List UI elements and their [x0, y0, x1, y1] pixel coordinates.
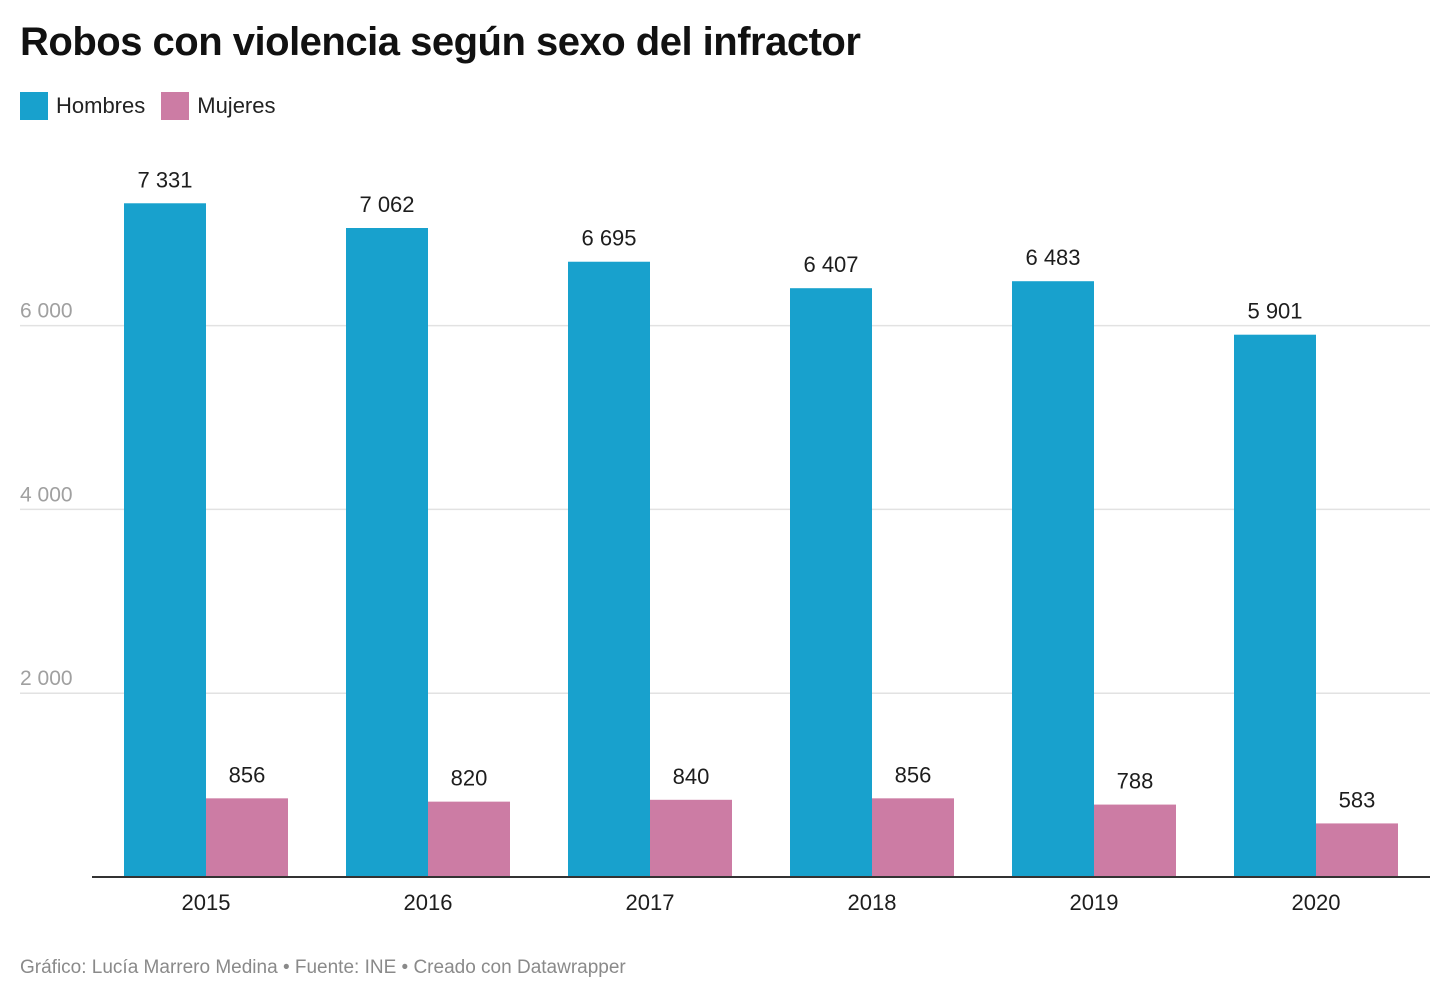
- x-tick-label-2015: 2015: [182, 890, 231, 915]
- chart-title: Robos con violencia según sexo del infra…: [20, 20, 861, 64]
- x-tick-label-2020: 2020: [1292, 890, 1341, 915]
- bar-hombres-2018: [790, 288, 872, 878]
- data-label-mujeres-2018: 856: [895, 762, 932, 787]
- data-label-mujeres-2019: 788: [1117, 769, 1154, 794]
- data-label-hombres-2019: 6 483: [1025, 245, 1080, 270]
- data-label-hombres-2018: 6 407: [803, 252, 858, 277]
- bar-mujeres-2018: [872, 798, 954, 877]
- x-tick-label-2018: 2018: [848, 890, 897, 915]
- legend-item-hombres: Hombres: [20, 92, 145, 120]
- legend-item-mujeres: Mujeres: [161, 92, 276, 120]
- y-tick-label-4000: 4 000: [20, 483, 73, 506]
- bar-mujeres-2019: [1094, 804, 1176, 877]
- legend: Hombres Mujeres: [20, 92, 292, 120]
- data-label-mujeres-2015: 856: [229, 762, 266, 787]
- bar-hombres-2020: [1234, 334, 1316, 877]
- y-tick-label-6000: 6 000: [20, 300, 73, 323]
- bar-mujeres-2020: [1316, 823, 1398, 877]
- bar-hombres-2016: [346, 228, 428, 877]
- legend-label-hombres: Hombres: [56, 93, 146, 118]
- data-label-hombres-2015: 7 331: [137, 167, 192, 192]
- legend-swatch-mujeres: [161, 92, 190, 120]
- data-label-mujeres-2017: 840: [673, 764, 710, 789]
- legend-swatch-hombres: [20, 92, 48, 120]
- bar-mujeres-2015: [206, 798, 288, 877]
- x-tick-label-2016: 2016: [404, 890, 453, 915]
- legend-label-mujeres: Mujeres: [197, 93, 276, 118]
- data-label-hombres-2020: 5 901: [1247, 299, 1302, 324]
- bar-mujeres-2017: [650, 799, 732, 877]
- bar-hombres-2015: [124, 203, 206, 877]
- bar-hombres-2019: [1012, 281, 1094, 878]
- data-label-hombres-2017: 6 695: [581, 226, 636, 251]
- y-tick-label-2000: 2 000: [20, 667, 73, 690]
- data-label-mujeres-2020: 583: [1339, 787, 1376, 812]
- footer-credits: Gráfico: Lucía Marrero Medina • Fuente: …: [20, 957, 626, 978]
- x-tick-label-2017: 2017: [626, 890, 675, 915]
- bar-mujeres-2016: [428, 801, 510, 877]
- x-tick-label-2019: 2019: [1070, 890, 1119, 915]
- bar-hombres-2017: [568, 261, 650, 877]
- data-label-hombres-2016: 7 062: [359, 192, 414, 217]
- data-label-mujeres-2016: 820: [451, 766, 488, 791]
